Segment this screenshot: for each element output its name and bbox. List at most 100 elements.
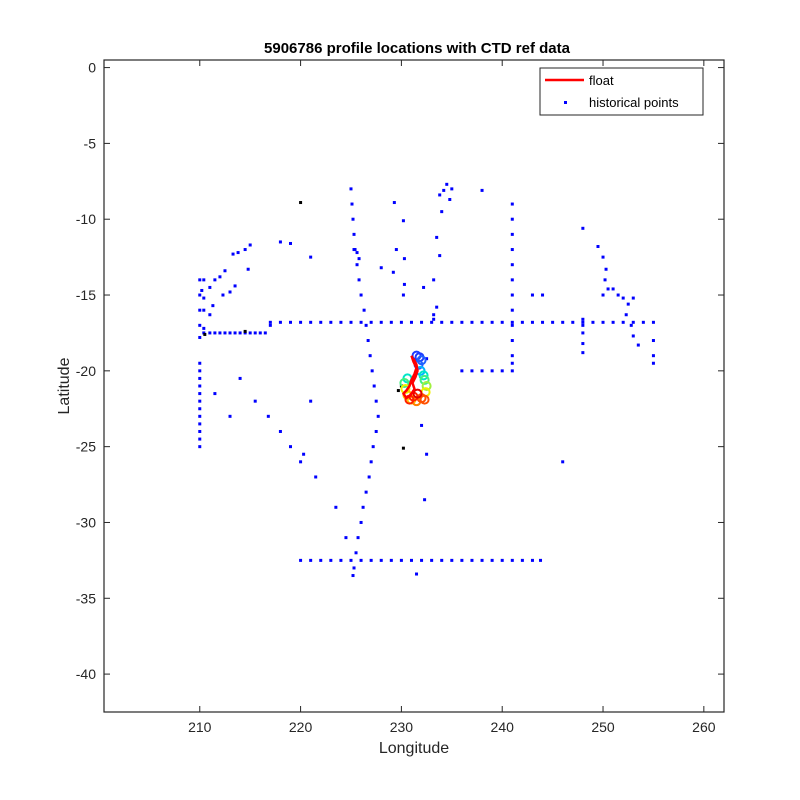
historical-point [510, 308, 514, 312]
data-marks [198, 182, 655, 578]
historical-point [357, 257, 361, 261]
historical-point [198, 445, 202, 449]
x-tick-label: 210 [188, 719, 212, 735]
historical-point [430, 320, 434, 324]
x-axis-label: Longitude [379, 740, 449, 757]
historical-point [329, 558, 333, 562]
historical-point [289, 445, 293, 449]
historical-point [399, 320, 403, 324]
black-point [243, 329, 247, 333]
historical-point [470, 320, 474, 324]
historical-point [604, 267, 608, 271]
x-tick-label: 220 [289, 719, 313, 735]
historical-point [430, 558, 434, 562]
historical-point [571, 320, 575, 324]
historical-point [432, 313, 436, 317]
historical-point [355, 263, 359, 267]
historical-point [352, 232, 356, 236]
historical-point [238, 331, 242, 335]
historical-point [401, 293, 405, 297]
historical-point [268, 320, 272, 324]
historical-point [368, 354, 372, 358]
historical-point [289, 320, 293, 324]
historical-point [352, 566, 356, 570]
historical-point [541, 320, 545, 324]
historical-point [376, 414, 380, 418]
historical-point [367, 475, 371, 479]
x-tick-label: 230 [390, 719, 414, 735]
historical-point [480, 558, 484, 562]
y-tick-label: -25 [76, 439, 96, 455]
historical-point [470, 558, 474, 562]
y-axis-label: Latitude [56, 357, 73, 414]
historical-point [369, 558, 373, 562]
historical-point [366, 339, 370, 343]
historical-point [223, 331, 227, 335]
historical-point [510, 558, 514, 562]
historical-point [243, 248, 247, 252]
historical-point [629, 323, 633, 327]
historical-point [530, 320, 534, 324]
historical-point [636, 343, 640, 347]
historical-point [208, 331, 212, 335]
historical-point [420, 320, 424, 324]
historical-point [500, 369, 504, 373]
black-point [203, 332, 207, 336]
float-line [402, 355, 419, 400]
historical-point [601, 293, 605, 297]
historical-point [389, 558, 393, 562]
historical-point [374, 399, 378, 403]
historical-point [651, 320, 655, 324]
historical-point [238, 376, 242, 380]
historical-point [470, 369, 474, 373]
historical-point [399, 558, 403, 562]
historical-point [202, 331, 206, 335]
historical-point [422, 285, 426, 289]
legend-float-label: float [589, 73, 614, 88]
historical-point [440, 558, 444, 562]
historical-point [198, 361, 202, 365]
historical-point [415, 572, 419, 576]
historical-point [510, 361, 514, 365]
historical-point [289, 241, 293, 245]
float-profile-marker [418, 370, 429, 381]
historical-point [362, 308, 366, 312]
historical-point [480, 320, 484, 324]
historical-point [603, 278, 607, 282]
historical-point [601, 320, 605, 324]
historical-point [409, 320, 413, 324]
historical-point [651, 339, 655, 343]
historical-point [371, 445, 375, 449]
axes-box [103, 59, 725, 713]
historical-point [198, 407, 202, 411]
historical-point [440, 210, 444, 214]
historical-point [351, 574, 355, 578]
historical-point [510, 320, 514, 324]
historical-point [198, 392, 202, 396]
historical-point [309, 399, 313, 403]
historical-point [198, 437, 202, 441]
historical-point [228, 290, 232, 294]
historical-point [319, 558, 323, 562]
historical-point [500, 320, 504, 324]
x-tick-label: 240 [491, 719, 515, 735]
historical-point [596, 245, 600, 249]
y-tick-label: -10 [76, 211, 96, 227]
historical-point [233, 331, 237, 335]
historical-point [359, 520, 363, 524]
historical-point [626, 302, 630, 306]
historical-point [364, 490, 368, 494]
historical-point [510, 354, 514, 358]
historical-point [202, 296, 206, 300]
historical-point [202, 278, 206, 282]
historical-point [420, 423, 424, 427]
float-profile-marker [419, 394, 430, 405]
historical-point [611, 287, 615, 291]
historical-point [432, 317, 436, 321]
historical-point [448, 197, 452, 201]
historical-point [236, 251, 240, 255]
historical-point [202, 308, 206, 312]
black-point [401, 446, 405, 450]
historical-point [370, 369, 374, 373]
